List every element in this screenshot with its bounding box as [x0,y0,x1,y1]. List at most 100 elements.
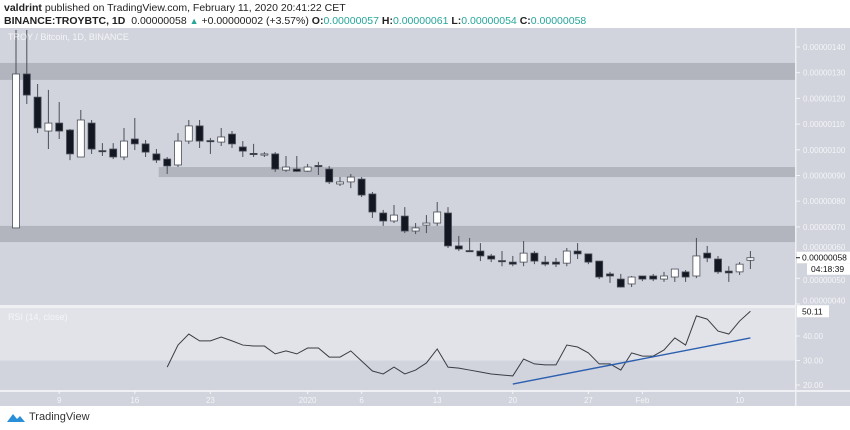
candle[interactable] [422,215,431,234]
candle-body-down [454,245,463,250]
candle-body-down [130,138,139,145]
rsi-tick-label: 30.00 [803,357,824,366]
candle[interactable] [400,207,409,234]
candle[interactable] [476,243,485,262]
candle[interactable] [163,156,172,174]
candle[interactable] [98,143,107,156]
candle[interactable] [465,237,474,253]
countdown-label: 04:18:39 [811,264,844,274]
tradingview-logo[interactable]: TradingView [6,411,90,423]
pane-separator[interactable] [0,305,795,308]
candle-body-down [33,96,42,129]
candle[interactable] [606,271,614,283]
candle[interactable] [260,152,269,157]
candle[interactable] [249,143,258,157]
candle[interactable] [184,119,193,144]
candle[interactable] [660,271,668,282]
candle-body-up [519,252,528,263]
candle[interactable] [681,270,690,282]
candle[interactable] [454,235,463,252]
open-label: O: [311,15,324,27]
candle[interactable] [444,207,452,248]
candle[interactable] [130,117,139,151]
candle-body-up [12,73,20,229]
time-axis-separator [0,390,850,392]
candle[interactable] [76,109,85,158]
candle-body-up [184,125,193,142]
price-tick-label: 0.00000130 [803,69,846,78]
candle-body-down [379,212,388,222]
candle[interactable] [714,255,722,274]
candle-body-down [541,261,550,265]
time-tick-label: 2020 [299,396,317,405]
time-tick-label: 9 [57,396,62,405]
candle[interactable] [670,268,679,282]
candle[interactable] [22,30,31,105]
candle[interactable] [152,149,161,163]
candle[interactable] [433,201,442,226]
candle[interactable] [314,161,323,175]
candle[interactable] [379,209,388,226]
candle[interactable] [325,165,334,184]
candle[interactable] [724,266,733,282]
candle[interactable] [66,128,74,161]
price-tick-label: 0.00000070 [803,223,846,232]
candle[interactable] [195,119,204,149]
candle[interactable] [649,273,658,282]
candle[interactable] [303,163,312,172]
candle[interactable] [174,133,182,168]
candle[interactable] [595,260,604,280]
candle-body-down [616,278,625,288]
candle[interactable] [692,237,701,279]
price-tick-label: 0.00000040 [803,297,846,306]
candle[interactable] [498,251,506,267]
rsi-trendline[interactable] [512,337,751,385]
candle[interactable] [746,251,755,270]
candle[interactable] [627,275,636,288]
candle[interactable] [508,255,517,267]
candle[interactable] [12,30,20,229]
candle[interactable] [206,137,215,154]
candle-body-down [476,250,485,257]
candle[interactable] [562,247,571,267]
candle[interactable] [616,273,625,288]
candle[interactable] [271,152,280,172]
candle-body-up [692,255,701,277]
candle[interactable] [55,101,64,140]
candle[interactable] [282,155,290,172]
candle[interactable] [703,245,712,263]
candle[interactable] [573,243,582,260]
candle[interactable] [33,84,42,134]
time-tick-label: Feb [636,396,650,405]
price-tick-label: 0.00000140 [803,43,846,52]
candle[interactable] [552,257,560,267]
author-name[interactable]: valdrint [4,2,42,14]
candle[interactable] [638,275,647,282]
candle[interactable] [120,127,128,161]
candle[interactable] [411,223,420,235]
candle[interactable] [292,155,301,172]
candle[interactable] [357,177,366,198]
candle[interactable] [735,262,744,275]
price-tick-label: 0.00000090 [803,172,846,181]
candle[interactable] [487,253,496,263]
candle[interactable] [519,241,528,267]
candle[interactable] [141,140,150,157]
candle[interactable] [530,251,539,265]
candle[interactable] [584,253,593,265]
candle[interactable] [336,177,344,187]
candle-body-down [206,140,215,143]
candle[interactable] [368,191,377,218]
candle[interactable] [238,141,247,157]
close-label: C: [519,15,531,27]
candle[interactable] [44,89,53,150]
candle[interactable] [346,173,355,189]
candle[interactable] [390,205,398,224]
candle[interactable] [228,131,236,149]
candle[interactable] [541,255,550,267]
candle[interactable] [217,127,226,146]
candle[interactable] [87,119,96,154]
candle-body-down [606,273,614,277]
chart-canvas[interactable]: TROY / Bitcoin, 1D, BINANCE RSI (14, clo… [0,28,850,406]
candle[interactable] [109,143,118,160]
